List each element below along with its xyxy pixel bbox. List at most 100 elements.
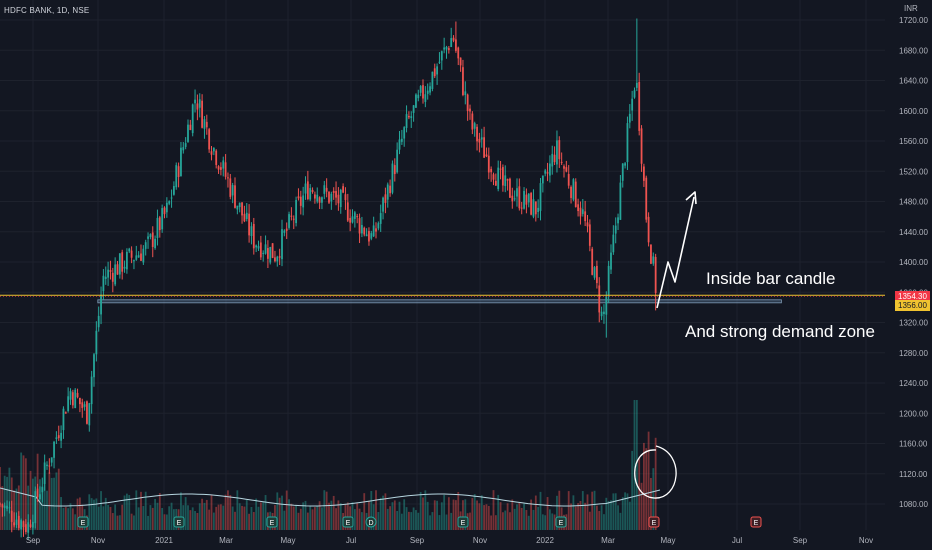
volume-bar xyxy=(309,506,312,530)
volume-bar xyxy=(574,506,577,530)
candle-body xyxy=(114,264,117,285)
volume-bar xyxy=(259,502,262,530)
volume-bar xyxy=(513,508,516,530)
event-marker[interactable]: E xyxy=(750,516,762,528)
candle-body xyxy=(8,507,11,509)
candle-body xyxy=(34,491,37,524)
demand-zone-annotation[interactable]: And strong demand zone xyxy=(685,322,875,341)
candle-body xyxy=(365,234,368,237)
volume-bar xyxy=(431,512,434,530)
candle-body xyxy=(586,222,589,227)
volume-bar xyxy=(368,500,370,530)
candle-body xyxy=(610,252,612,270)
volume-bar xyxy=(212,512,215,530)
candle-body xyxy=(262,252,265,254)
candle-body xyxy=(151,232,154,247)
volume-bar xyxy=(483,505,485,530)
volume-bar xyxy=(361,512,363,530)
volume-bar xyxy=(410,512,413,530)
event-marker[interactable]: E xyxy=(342,516,354,528)
event-marker[interactable]: E xyxy=(173,516,185,528)
volume-bar xyxy=(405,507,408,530)
volume-bar xyxy=(502,512,504,530)
candle-body xyxy=(645,177,648,220)
volume-bar xyxy=(217,504,220,530)
candle-body xyxy=(379,213,382,224)
candle-body xyxy=(635,82,638,88)
candle-body xyxy=(457,47,460,59)
volume-bar xyxy=(203,502,206,530)
candle-body xyxy=(67,396,70,412)
volume-bar xyxy=(210,495,213,530)
volume-bar xyxy=(572,495,575,530)
volume-bar xyxy=(158,493,161,530)
time-axis-label: 2022 xyxy=(536,536,554,545)
volume-bar xyxy=(227,490,229,530)
candle-body xyxy=(39,494,41,500)
volume-bar xyxy=(17,485,20,530)
candle-body xyxy=(466,94,469,112)
volume-spike-circle xyxy=(634,445,677,499)
event-marker[interactable]: E xyxy=(457,516,469,528)
volume-bar xyxy=(532,509,535,530)
candle-body xyxy=(142,248,145,263)
volume-bar xyxy=(417,512,420,530)
event-marker-label: E xyxy=(346,520,351,527)
candle-body xyxy=(422,85,424,99)
candle-body xyxy=(32,521,34,528)
event-marker[interactable]: E xyxy=(266,516,278,528)
inside-bar-annotation[interactable]: Inside bar candle xyxy=(706,269,836,288)
time-axis[interactable]: Sep Nov 2021 Mar May Jul Sep Nov 2022 Mar May Jul Se… xyxy=(26,536,873,545)
price-axis[interactable]: 1720.00 1680.00 1640.00 1600.00 1560.00 1520.… xyxy=(899,4,928,509)
volume-bar xyxy=(43,474,46,530)
event-marker[interactable]: D xyxy=(365,516,377,528)
drawing-annotations[interactable] xyxy=(634,191,697,499)
candle-body xyxy=(161,208,164,230)
volume-bar xyxy=(32,478,34,530)
volume-bar xyxy=(133,515,135,530)
event-marker[interactable]: E xyxy=(555,516,567,528)
event-marker[interactable]: E xyxy=(77,516,89,528)
candle-body xyxy=(624,163,626,166)
volume-bar xyxy=(581,491,584,530)
volume-bar xyxy=(551,513,554,530)
candle-body xyxy=(483,137,485,158)
volume-bar xyxy=(389,506,391,530)
volume-bar xyxy=(478,503,481,530)
volume-bar xyxy=(638,458,641,530)
volume-bar xyxy=(297,512,300,530)
volume-bar xyxy=(79,497,81,530)
volume-bar xyxy=(337,500,340,530)
event-marker-label: E xyxy=(461,520,466,527)
volume-bar xyxy=(353,509,356,530)
volume-bar xyxy=(370,490,373,530)
volume-bar xyxy=(570,503,572,530)
candle-body xyxy=(478,138,481,143)
candle-body xyxy=(184,143,187,147)
candle-body xyxy=(492,174,495,180)
candle-body xyxy=(264,244,267,254)
demand-zone-rectangle[interactable] xyxy=(97,299,782,304)
candle-body xyxy=(400,138,403,142)
support-line[interactable] xyxy=(0,294,885,297)
event-marker[interactable]: E xyxy=(648,516,660,528)
candle-body xyxy=(100,294,102,315)
time-axis-label: Nov xyxy=(859,536,873,545)
price-axis-label: 1240.00 xyxy=(899,379,928,388)
candle-body xyxy=(189,124,192,131)
candle-body xyxy=(506,178,509,181)
candle-body xyxy=(605,296,608,315)
candle-body xyxy=(243,213,246,222)
candle-body xyxy=(299,196,302,206)
volume-bar xyxy=(295,505,297,530)
candle-body xyxy=(450,38,453,48)
candle-body xyxy=(97,315,100,328)
volume-bar xyxy=(372,504,375,530)
volume-bar xyxy=(593,490,596,530)
candle-body xyxy=(90,376,93,405)
candle-body xyxy=(57,435,60,439)
candle-body xyxy=(71,392,74,406)
event-marker-label: E xyxy=(81,520,86,527)
